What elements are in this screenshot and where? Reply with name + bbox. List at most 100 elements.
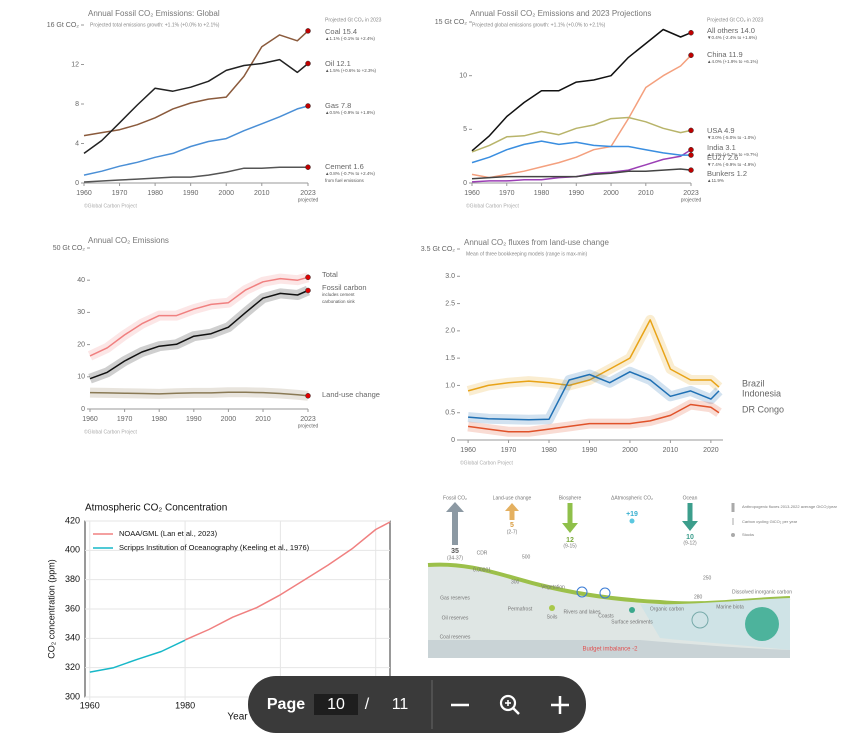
column-range: (2-7) — [507, 529, 518, 535]
page-separator: / — [365, 696, 370, 713]
x-tick-label: 1960 — [80, 700, 100, 710]
stock-dot — [549, 605, 555, 611]
zoom-in-button[interactable] — [551, 696, 569, 714]
stock-label: Coasts — [598, 613, 614, 619]
column-value: +19 — [626, 511, 638, 518]
series-note: includes cement — [322, 292, 355, 297]
series-line — [83, 58, 309, 155]
y-tick-label: 300 — [65, 691, 80, 701]
y-tick-label: 16 Gt CO₂ — [47, 22, 80, 29]
x-tick-label: 1970 — [112, 190, 128, 197]
series-line — [89, 276, 309, 357]
series-note: carbonation sink — [322, 299, 356, 304]
series-label: USA 4.9 — [707, 126, 735, 135]
x-tick-label: 1960 — [464, 190, 480, 197]
y-tick-label: 0.5 — [445, 410, 455, 417]
x-tick-label: 1960 — [460, 447, 476, 454]
y-tick-label: 400 — [65, 545, 80, 555]
column-range: (9-12) — [683, 540, 697, 546]
column-label: Land-use change — [493, 495, 532, 501]
y-tick-label: 360 — [65, 603, 80, 613]
stock-dot — [629, 607, 635, 613]
x-tick-label: 1960 — [82, 416, 98, 423]
series-label: Brazil — [742, 378, 765, 388]
y-tick-label: 0 — [463, 180, 467, 187]
x-tick-label: 2023 — [300, 190, 316, 197]
column-label: Ocean — [683, 495, 698, 501]
x-note: projected — [298, 197, 319, 203]
y-tick-label: 40 — [77, 277, 85, 284]
series-line — [468, 371, 720, 421]
stock-label: Vegetation — [541, 584, 565, 590]
chart-subtitle: Projected total emissions growth: +1.1% … — [90, 22, 220, 28]
x-tick-label: 1980 — [175, 700, 195, 710]
y-axis-label: CO₂ concentration (ppm) — [46, 559, 56, 659]
y-tick-label: 10 — [77, 374, 85, 381]
end-marker — [688, 29, 694, 36]
arrowhead — [682, 521, 698, 531]
x-tick-label: 2010 — [254, 190, 270, 197]
stock-label: Coal reserves — [440, 634, 471, 640]
page-input[interactable] — [314, 694, 358, 715]
legend-dot — [731, 533, 735, 537]
x-tick-label: 1980 — [151, 416, 167, 423]
legend-label: Scripps Institution of Oceanography (Kee… — [119, 543, 310, 552]
x-tick-label: 1970 — [117, 416, 133, 423]
y-tick-label: 12 — [71, 61, 79, 68]
zoom-icon[interactable] — [512, 707, 520, 715]
series-line — [467, 319, 720, 392]
column-value: 5 — [510, 522, 514, 529]
y-tick-label: 50 Gt CO₂ — [53, 245, 86, 252]
stock-label: Oil reserves — [442, 615, 469, 621]
page-total: 11 — [392, 696, 409, 713]
arrowhead — [446, 502, 464, 512]
chart: Annual CO₂ fluxes from land-use change Me… — [421, 238, 784, 466]
chart: Annual Fossil CO₂ Emissions and 2023 Pro… — [435, 9, 764, 209]
x-tick-label: 1980 — [534, 190, 550, 197]
page-label: Page — [267, 696, 305, 713]
series-label: All others 14.0 — [707, 26, 755, 35]
page-number[interactable]: 10 — [327, 696, 345, 713]
end-marker — [688, 152, 694, 158]
zoom-icon[interactable] — [499, 694, 517, 712]
zoom-fit-button[interactable] — [499, 694, 520, 715]
legend-label: Anthropogenic fluxes 2013-2022 average G… — [742, 504, 838, 509]
x-tick-label: 1990 — [183, 190, 199, 197]
y-tick-label: 3.5 Gt CO₂ — [421, 246, 456, 253]
x-tick-label: 1980 — [541, 447, 557, 454]
x-tick-label: 2023 — [683, 190, 699, 197]
cdr-value: 0.00001 — [473, 567, 491, 573]
stock-label: Surface sediments — [611, 619, 653, 625]
bedrock — [428, 640, 790, 658]
x-tick-label: 2000 — [622, 447, 638, 454]
chart: Atmospheric CO₂ Concentration 300 320 340 36… — [46, 503, 391, 723]
y-tick-label: 30 — [77, 309, 85, 316]
chart-title: Annual Fossil CO₂ Emissions and 2023 Pro… — [470, 9, 651, 18]
y-tick-label: 380 — [65, 574, 80, 584]
x-tick-label: 1970 — [501, 447, 517, 454]
column-value: 35 — [451, 548, 459, 555]
series-note: ▼7.4% (-9.9% to -4.9%) — [707, 162, 756, 167]
series-note: ▲4.0% (+1.9% to +6.1%) — [707, 59, 758, 64]
chart-title: Annual Fossil CO₂ Emissions: Global — [88, 9, 220, 18]
end-marker — [688, 167, 694, 173]
end-marker — [688, 52, 694, 59]
series-label: China 11.9 — [707, 50, 743, 59]
series-label: EU27 2.6 — [707, 153, 738, 162]
chart: Annual CO₂ Emissions ©Global Carbon Proje… — [53, 236, 380, 435]
flow-value: 300 — [511, 579, 520, 585]
column-label: ΔAtmospheric CO₂ — [611, 495, 653, 501]
column-range: (34-37) — [447, 555, 463, 561]
cycle-icon — [691, 611, 709, 629]
series-note: ▲11.9% — [707, 178, 724, 183]
x-tick-label: 2010 — [663, 447, 679, 454]
budget-imbalance: Budget imbalance -2 — [582, 647, 638, 653]
carbon-budget-diagram: Fossil CO₂ Land-use change Biosphere ΔAt… — [427, 490, 838, 658]
page-toolbar: Page 10 / 11 — [248, 676, 586, 733]
series-line — [83, 166, 308, 183]
column-value: 10 — [686, 534, 694, 541]
series-note: ▼0.4% (-2.4% to +1.6%) — [707, 35, 757, 40]
cdr-label: CDR — [477, 550, 488, 556]
stock-label: Soils — [547, 614, 558, 620]
